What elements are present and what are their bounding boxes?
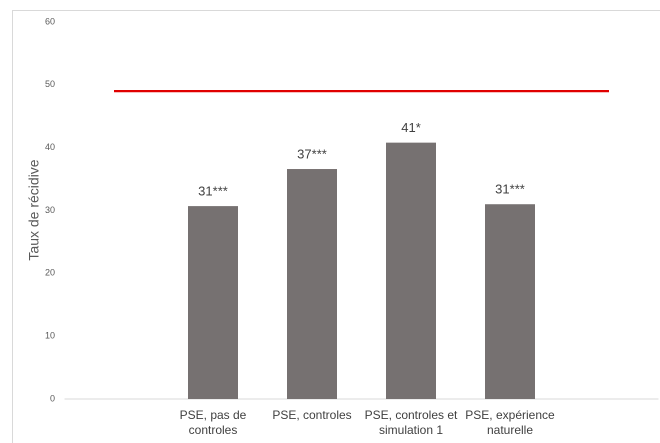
x-tick-label: PSE, expérience naturelle xyxy=(465,408,555,437)
y-tick-label: 10 xyxy=(45,331,55,341)
y-tick-label: 30 xyxy=(45,205,55,215)
bar xyxy=(386,142,436,399)
value-label: 31*** xyxy=(495,182,525,197)
y-tick-label: 40 xyxy=(45,142,55,152)
x-tick-label: PSE, controles xyxy=(272,408,352,422)
chart-frame xyxy=(12,10,660,443)
bar xyxy=(188,206,238,399)
bar xyxy=(485,204,535,399)
y-tick-label: 20 xyxy=(45,268,55,278)
value-label: 37*** xyxy=(297,146,327,161)
bar xyxy=(287,169,337,399)
value-label: 31*** xyxy=(198,184,228,199)
y-axis-label: Taux de récidive xyxy=(26,159,42,260)
y-tick-label: 60 xyxy=(45,16,55,26)
x-tick-label: PSE, controles et simulation 1 xyxy=(364,408,458,437)
y-tick-label: 50 xyxy=(45,79,55,89)
value-label: 41* xyxy=(401,120,421,135)
y-tick-label: 0 xyxy=(50,393,55,403)
x-tick-label: PSE, pas de controles xyxy=(179,408,247,437)
